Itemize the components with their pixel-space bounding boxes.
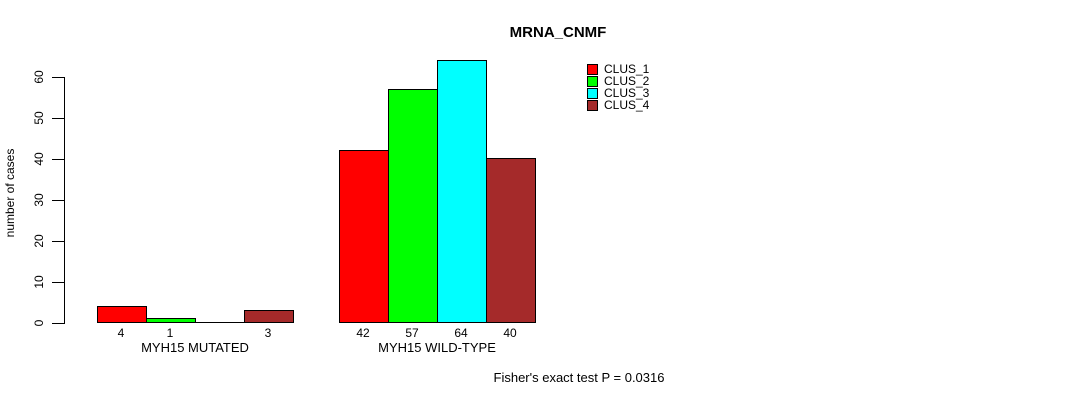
legend-swatch-icon [587,64,598,75]
bar-clus_2-group2 [388,89,438,323]
bar-clus_4-group2 [486,158,536,323]
legend-label: CLUS_4 [604,98,650,112]
legend: CLUS_1 CLUS_2 CLUS_3 CLUS_4 [587,62,650,112]
y-axis-tick-label: 60 [32,70,46,84]
y-axis-tick [52,323,64,324]
y-axis-tick-label: 40 [32,152,46,166]
y-axis-tick [52,118,64,119]
group-label: MYH15 WILD-TYPE [378,340,496,355]
group-label: MYH15 MUTATED [141,340,249,355]
y-axis-tick [52,241,64,242]
y-axis-tick [52,200,64,201]
legend-item-clus_4: CLUS_4 [587,98,650,112]
bar-clus_1-group2 [339,150,389,323]
y-axis-tick-label: 10 [32,275,46,289]
legend-label: CLUS_3 [604,86,650,100]
chart-title: MRNA_CNMF [509,24,607,41]
bar-value-label: 1 [166,326,174,340]
bar-value-label: 42 [356,326,370,340]
y-axis-tick [52,77,64,78]
legend-item-clus_2: CLUS_2 [587,74,650,88]
legend-swatch-icon [587,76,598,87]
y-axis-line [64,77,65,324]
bar-clus_4-group1 [244,310,294,323]
y-axis-tick-label: 0 [32,319,46,327]
y-axis-tick [52,282,64,283]
bar-clus_1-group1 [97,306,147,323]
bar-value-label: 64 [454,326,468,340]
legend-label: CLUS_1 [604,62,650,76]
legend-item-clus_1: CLUS_1 [587,62,650,76]
legend-swatch-icon [587,100,598,111]
bar-clus_3-group2 [437,60,487,323]
y-axis-tick-label: 30 [32,193,46,207]
bar-value-label: 4 [117,326,125,340]
y-axis-tick [52,159,64,160]
y-axis-tick-label: 20 [32,234,46,248]
legend-item-clus_3: CLUS_3 [587,86,650,100]
bar-clus_2-group1 [146,318,196,323]
legend-swatch-icon [587,88,598,99]
legend-label: CLUS_2 [604,74,650,88]
bar-value-label: 57 [405,326,419,340]
y-axis-label: number of cases [3,148,17,238]
bar-value-label: 40 [503,326,517,340]
annotation-footer: Fisher's exact test P = 0.0316 [493,370,665,385]
y-axis-tick-label: 50 [32,111,46,125]
bar-value-label: 3 [264,326,272,340]
